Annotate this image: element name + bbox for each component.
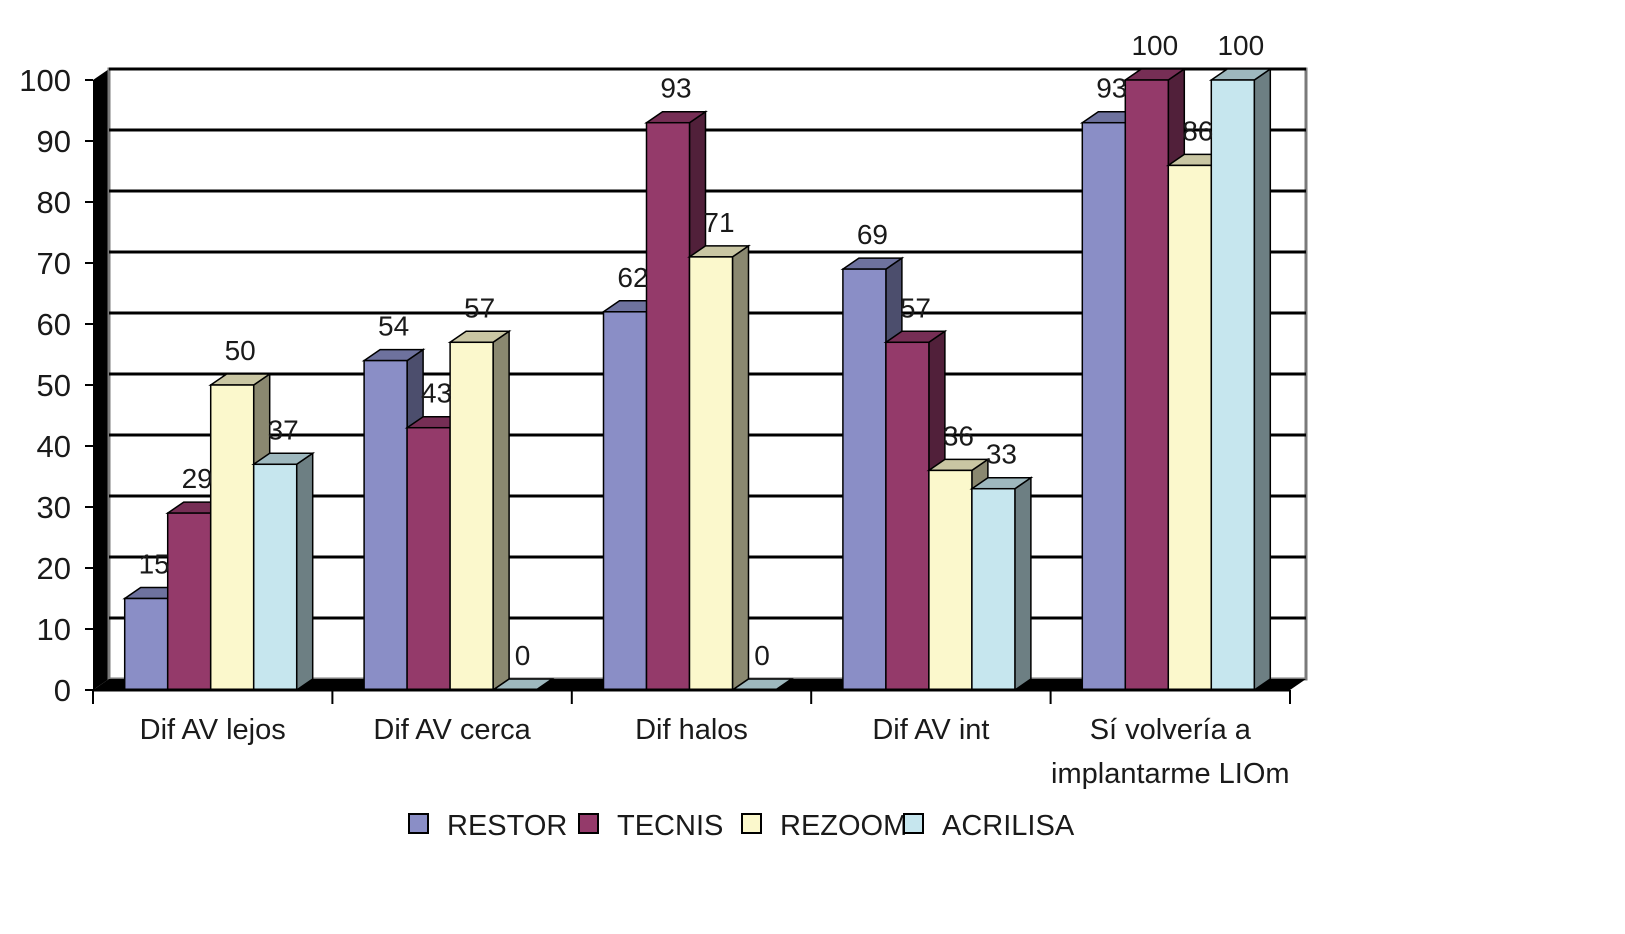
x-tick-label: Dif AV int — [872, 714, 989, 746]
legend: RESTOR TECNIS REZOOM ACRILISA — [408, 810, 1075, 842]
data-label: 57 — [900, 292, 931, 323]
y-tick-label: 100 — [19, 63, 71, 98]
bar — [209, 384, 255, 691]
data-label: 100 — [1131, 30, 1178, 61]
bar — [842, 268, 887, 691]
data-label: 0 — [754, 640, 770, 671]
legend-swatch — [408, 813, 429, 834]
data-label: 57 — [464, 292, 495, 323]
y-tick-label: 20 — [37, 551, 71, 586]
data-label: 0 — [515, 640, 531, 671]
x-tick-label: implantarme LIOm — [1051, 758, 1290, 790]
data-label: 86 — [1182, 115, 1213, 146]
data-label: 36 — [943, 420, 974, 451]
legend-swatch — [903, 813, 924, 834]
data-label: 71 — [703, 207, 734, 238]
data-label: 54 — [378, 311, 409, 342]
bars — [122, 67, 1273, 692]
bar — [363, 359, 408, 691]
data-label: 69 — [857, 219, 888, 250]
data-label: 100 — [1217, 30, 1264, 61]
y-tick-label: 70 — [37, 246, 71, 281]
left-wall — [93, 69, 109, 690]
data-label: 93 — [1096, 73, 1127, 104]
bar — [1081, 121, 1127, 691]
y-tick-label: 80 — [37, 185, 71, 220]
bar-side — [1014, 476, 1032, 692]
data-label: 37 — [268, 414, 299, 445]
legend-swatch — [578, 813, 599, 834]
y-tick-label: 90 — [37, 124, 71, 159]
bar — [1124, 79, 1170, 691]
y-axis-ticks: 0 10 20 30 40 50 60 70 80 90 100 — [19, 63, 93, 708]
bar — [166, 512, 212, 691]
y-tick-label: 10 — [37, 612, 71, 647]
legend-label: REZOOM — [780, 810, 907, 842]
bar — [1167, 164, 1213, 691]
bar — [688, 256, 734, 691]
bar — [928, 469, 973, 691]
bar — [645, 121, 691, 691]
bar-side — [1253, 67, 1272, 692]
data-label: 15 — [139, 549, 170, 580]
y-tick-label: 40 — [37, 429, 71, 464]
x-tick-label: Dif AV lejos — [140, 714, 286, 746]
y-tick-label: 30 — [37, 490, 71, 525]
legend-label: RESTOR — [447, 810, 567, 842]
y-tick-label: 50 — [37, 368, 71, 403]
y-tick-label: 0 — [54, 673, 71, 708]
x-axis: Dif AV lejos Dif AV cerca Dif halos Dif AV … — [92, 688, 1291, 790]
data-label: 33 — [986, 439, 1017, 470]
x-tick-label: Sí volvería a — [1090, 714, 1252, 746]
y-tick-label: 60 — [37, 307, 71, 342]
bar-side — [295, 451, 314, 692]
bar-side — [492, 329, 510, 692]
data-label: 43 — [421, 378, 452, 409]
bar — [406, 426, 451, 691]
x-tick-label: Dif AV cerca — [373, 714, 531, 746]
bar — [602, 311, 648, 691]
bar — [885, 341, 930, 691]
legend-label: ACRILISA — [942, 810, 1075, 842]
bar-side — [731, 244, 750, 692]
bar — [971, 487, 1016, 691]
data-label: 50 — [225, 335, 256, 366]
legend-swatch — [741, 813, 762, 834]
bar — [123, 597, 169, 691]
x-tick-label: Dif halos — [635, 714, 748, 746]
data-label: 29 — [182, 463, 213, 494]
bar — [449, 341, 494, 691]
data-label: 62 — [617, 262, 648, 293]
data-label: 93 — [660, 73, 691, 104]
bar — [1210, 79, 1256, 691]
legend-label: TECNIS — [617, 810, 723, 842]
bar — [252, 463, 298, 691]
